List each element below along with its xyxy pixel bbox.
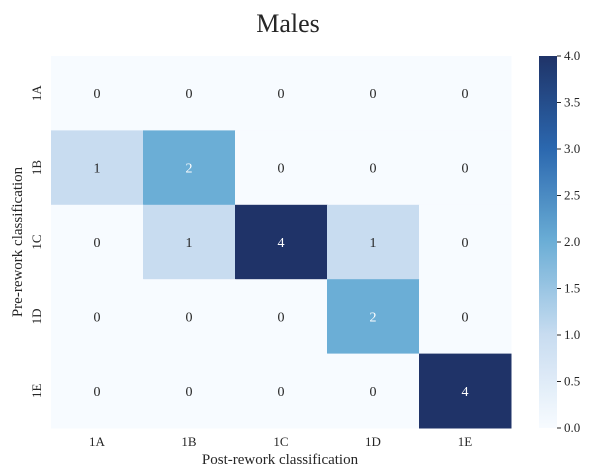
colorbar [539, 56, 557, 428]
cell-value-label: 0 [278, 87, 285, 102]
y-tick-label: 1D [29, 308, 44, 324]
heatmap-cell [235, 56, 328, 131]
heatmap-cell [51, 130, 144, 206]
heatmap-cell [51, 56, 144, 131]
heatmap-cell [51, 204, 144, 280]
cell-value-label: 0 [94, 310, 101, 325]
colorbar-tick-label: 0.0 [564, 420, 580, 435]
colorbar-ticks: 0.0 0.5 1.0 1.5 2.0 2.5 3.0 3.5 4.0 [557, 48, 580, 435]
colorbar-tick-label: 1.5 [564, 281, 580, 296]
cell-value-label: 0 [186, 87, 193, 102]
x-tick-label: 1A [89, 434, 106, 449]
heatmap-cell [327, 56, 420, 131]
heatmap-cell [419, 353, 512, 429]
cell-value-label: 0 [462, 310, 469, 325]
cell-value-label: 1 [370, 236, 377, 251]
heatmap-cell [419, 56, 512, 131]
x-axis-label: Post-rework classification [202, 452, 359, 468]
heatmap-cells: 0 0 0 0 0 1 2 0 0 0 0 1 4 1 0 0 0 0 2 0 0 0 0 0 4 [51, 56, 512, 429]
colorbar-tick-label: 3.0 [564, 141, 580, 156]
heatmap-cell [51, 353, 144, 429]
heatmap-cell [327, 130, 420, 206]
x-axis-ticks: 1A 1B 1C 1D 1E [89, 434, 472, 449]
colorbar-tick-label: 3.5 [564, 95, 580, 110]
cell-value-label: 0 [94, 236, 101, 251]
y-tick-label: 1B [29, 160, 44, 176]
heatmap-cell [143, 56, 236, 131]
cell-value-label: 1 [94, 162, 101, 177]
cell-value-label: 0 [94, 87, 101, 102]
x-tick-label: 1B [181, 434, 197, 449]
heatmap-cell [235, 353, 328, 429]
cell-value-label: 0 [462, 162, 469, 177]
x-tick-label: 1D [365, 434, 381, 449]
cell-value-label: 1 [186, 236, 193, 251]
cell-value-label: 0 [370, 162, 377, 177]
cell-value-label: 0 [278, 310, 285, 325]
heatmap-cell [143, 204, 236, 280]
cell-value-label: 0 [370, 87, 377, 102]
heatmap-cell [419, 130, 512, 206]
heatmap-cell [419, 204, 512, 280]
cell-value-label: 0 [462, 236, 469, 251]
y-axis-label: Pre-rework classification [10, 166, 26, 317]
y-tick-label: 1C [29, 234, 44, 249]
heatmap-cell [235, 279, 328, 355]
colorbar-tick-label: 1.0 [564, 327, 580, 342]
cell-value-label: 4 [278, 236, 285, 251]
heatmap-cell [143, 279, 236, 355]
cell-value-label: 0 [278, 162, 285, 177]
heatmap-cell [143, 353, 236, 429]
chart-title: Males [256, 9, 320, 38]
cell-value-label: 0 [186, 385, 193, 400]
cell-value-label: 0 [370, 385, 377, 400]
heatmap-cell [419, 279, 512, 355]
heatmap-cell [235, 204, 328, 280]
heatmap-cell [235, 130, 328, 206]
x-tick-label: 1E [458, 434, 473, 449]
heatmap-cell [327, 353, 420, 429]
colorbar-tick-label: 4.0 [564, 48, 580, 63]
cell-value-label: 2 [370, 310, 377, 325]
colorbar-tick-label: 0.5 [564, 374, 580, 389]
colorbar-tick-label: 2.5 [564, 188, 580, 203]
cell-value-label: 4 [462, 385, 469, 400]
y-tick-label: 1A [29, 85, 44, 102]
heatmap-cell [327, 204, 420, 280]
cell-value-label: 0 [94, 385, 101, 400]
y-tick-label: 1E [29, 384, 44, 399]
cell-value-label: 0 [186, 310, 193, 325]
y-axis-ticks: 1A 1B 1C 1D 1E [29, 85, 44, 398]
heatmap-cell [143, 130, 236, 206]
cell-value-label: 0 [278, 385, 285, 400]
colorbar-tick-label: 2.0 [564, 234, 580, 249]
cell-value-label: 0 [462, 87, 469, 102]
cell-value-label: 2 [186, 162, 193, 177]
x-tick-label: 1C [273, 434, 288, 449]
heatmap-cell [51, 279, 144, 355]
heatmap-cell [327, 279, 420, 355]
